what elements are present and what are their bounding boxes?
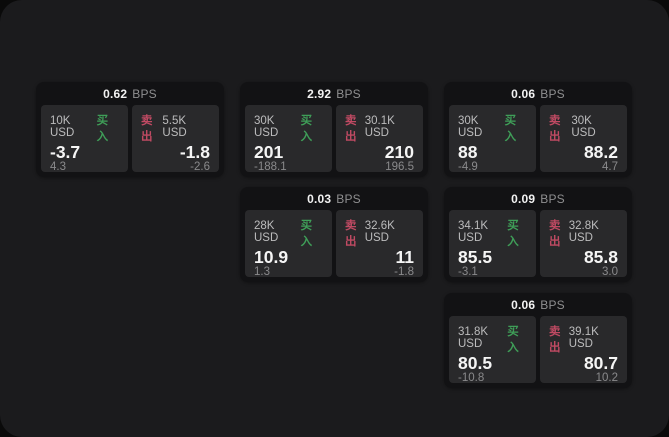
spread-unit: BPS (540, 191, 565, 206)
sell-panel[interactable]: 卖出 30K USD 88.2 4.7 (540, 105, 627, 172)
spread-header: 0.03 BPS (245, 187, 423, 210)
quote-card: 0.06 BPS 31.8K USD 买入 80.5 -10.8 卖出 39.1… (444, 293, 632, 388)
spread-header: 0.06 BPS (449, 293, 627, 316)
spread-value: 2.92 (307, 86, 332, 101)
sell-change: 196.5 (385, 160, 414, 173)
buy-amount: 34.1K USD (458, 220, 489, 244)
spread-unit: BPS (336, 86, 361, 101)
sell-price: 85.8 (583, 247, 618, 267)
quote-card: 0.09 BPS 34.1K USD 买入 85.5 -3.1 卖出 32.8K… (444, 187, 632, 282)
sell-change: -1.8 (394, 265, 414, 278)
sell-amount: 39.1K USD (568, 326, 599, 350)
buy-price: 85.5 (458, 247, 493, 267)
buy-amount: 10K USD (50, 115, 75, 139)
buy-side-label: 买入 (507, 220, 519, 248)
buy-price: 88 (458, 142, 478, 162)
buy-panel[interactable]: 30K USD 买入 88 -4.9 (449, 105, 536, 172)
sell-panel[interactable]: 卖出 32.8K USD 85.8 3.0 (540, 210, 627, 277)
buy-change: -188.1 (254, 160, 287, 173)
sell-amount: 30K USD (571, 115, 596, 139)
sell-price: 88.2 (583, 142, 618, 162)
buy-amount: 31.8K USD (458, 326, 489, 350)
buy-side-label: 买入 (300, 115, 313, 143)
sell-side-label: 卖出 (549, 115, 561, 143)
quote-card: 0.06 BPS 30K USD 买入 88 -4.9 卖出 30K USD 8… (444, 82, 632, 177)
sell-panel[interactable]: 卖出 5.5K USD -1.8 -2.6 (132, 105, 219, 172)
buy-side-label: 买入 (96, 115, 109, 143)
buy-amount: 28K USD (254, 220, 279, 244)
quote-card: 2.92 BPS 30K USD 买入 201 -188.1 卖出 30.1K … (240, 82, 428, 177)
buy-change: 1.3 (254, 265, 270, 278)
buy-side-label: 买入 (507, 326, 519, 354)
sell-amount: 32.8K USD (568, 220, 599, 244)
spread-unit: BPS (540, 86, 565, 101)
buy-amount: 30K USD (254, 115, 279, 139)
buy-panel[interactable]: 34.1K USD 买入 85.5 -3.1 (449, 210, 536, 277)
buy-change: -3.1 (458, 265, 478, 278)
spread-unit: BPS (132, 86, 157, 101)
buy-change: -10.8 (458, 371, 485, 384)
sell-change: 3.0 (602, 265, 618, 278)
sell-price: 80.7 (583, 353, 618, 373)
buy-side-label: 买入 (504, 115, 517, 143)
spread-value: 0.06 (511, 297, 536, 312)
buy-panel[interactable]: 31.8K USD 买入 80.5 -10.8 (449, 316, 536, 383)
buy-side-label: 买入 (300, 220, 313, 248)
spread-header: 0.09 BPS (449, 187, 627, 210)
sell-change: -2.6 (190, 160, 210, 173)
quote-card: 0.62 BPS 10K USD 买入 -3.7 4.3 卖出 5.5K USD… (36, 82, 224, 177)
sell-panel[interactable]: 卖出 30.1K USD 210 196.5 (336, 105, 423, 172)
buy-panel[interactable]: 30K USD 买入 201 -188.1 (245, 105, 332, 172)
buy-change: -4.9 (458, 160, 478, 173)
sell-panel[interactable]: 卖出 39.1K USD 80.7 10.2 (540, 316, 627, 383)
sell-price: 11 (395, 247, 415, 267)
buy-panel[interactable]: 10K USD 买入 -3.7 4.3 (41, 105, 128, 172)
sell-amount: 30.1K USD (364, 115, 395, 139)
spread-value: 0.62 (103, 86, 128, 101)
buy-price: 80.5 (458, 353, 493, 373)
sell-amount: 5.5K USD (162, 115, 187, 139)
sell-side-label: 卖出 (549, 326, 561, 354)
buy-price: 201 (254, 142, 284, 162)
spread-value: 0.06 (511, 86, 536, 101)
buy-amount: 30K USD (458, 115, 483, 139)
spread-unit: BPS (336, 191, 361, 206)
sell-side-label: 卖出 (345, 115, 357, 143)
sell-change: 4.7 (602, 160, 618, 173)
spread-unit: BPS (540, 297, 565, 312)
spread-header: 0.62 BPS (41, 82, 219, 105)
sell-price: 210 (384, 142, 414, 162)
buy-panel[interactable]: 28K USD 买入 10.9 1.3 (245, 210, 332, 277)
spread-value: 0.09 (511, 191, 536, 206)
spread-value: 0.03 (307, 191, 332, 206)
sell-side-label: 卖出 (549, 220, 561, 248)
sell-side-label: 卖出 (345, 220, 357, 248)
buy-price: -3.7 (50, 142, 81, 162)
spread-header: 2.92 BPS (245, 82, 423, 105)
spread-header: 0.06 BPS (449, 82, 627, 105)
sell-panel[interactable]: 卖出 32.6K USD 11 -1.8 (336, 210, 423, 277)
buy-price: 10.9 (254, 247, 289, 267)
sell-side-label: 卖出 (141, 115, 153, 143)
sell-price: -1.8 (179, 142, 210, 162)
sell-amount: 32.6K USD (364, 220, 395, 244)
buy-change: 4.3 (50, 160, 66, 173)
sell-change: 10.2 (595, 371, 618, 384)
quote-card: 0.03 BPS 28K USD 买入 10.9 1.3 卖出 32.6K US… (240, 187, 428, 282)
